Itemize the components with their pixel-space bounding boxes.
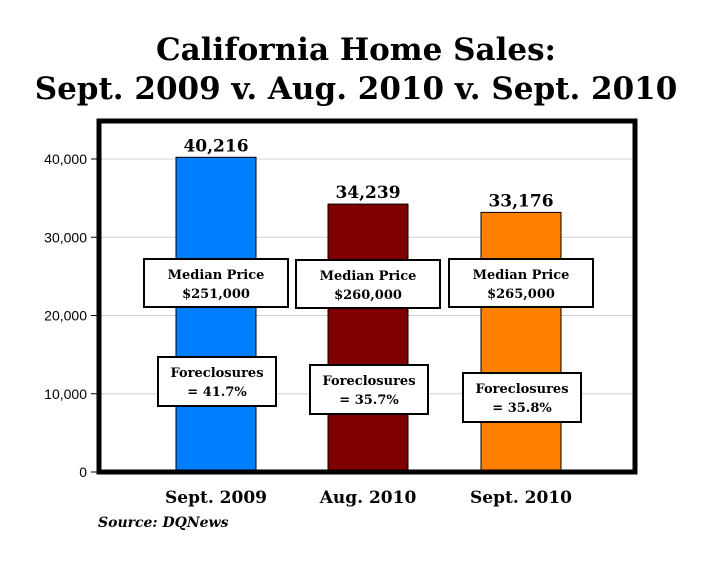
bar-annotations: 40,216 Sept. 2009 Median Price $251,000 Fore… <box>143 136 594 508</box>
chart-title-line-2: Sept. 2009 v. Aug. 2010 v. Sept. 2010 <box>34 71 678 107</box>
median-price-value: $251,000 <box>182 287 250 302</box>
median-price-box: Median Price $265,000 <box>448 258 594 308</box>
y-tick-label: 20,000 <box>44 308 87 324</box>
y-tick-label: 30,000 <box>44 229 87 245</box>
y-tick-label: 0 <box>79 464 87 480</box>
foreclosures-value: = 35.8% <box>492 401 552 416</box>
foreclosures-heading: Foreclosures <box>475 382 568 397</box>
foreclosures-box: Foreclosures = 41.7% <box>157 356 277 407</box>
median-price-heading: Median Price <box>320 269 417 284</box>
y-tick-label: 40,000 <box>44 151 87 167</box>
x-category-label: Sept. 2009 <box>165 488 267 508</box>
median-price-heading: Median Price <box>473 268 570 283</box>
median-price-box: Median Price $260,000 <box>295 259 441 309</box>
foreclosures-box: Foreclosures = 35.7% <box>309 364 429 415</box>
bar-data-label: 33,176 <box>488 191 553 211</box>
x-category-label: Aug. 2010 <box>319 488 417 508</box>
y-axis-ticks: 0 10,000 20,000 30,000 40,000 <box>44 151 99 480</box>
median-price-box-frame <box>143 258 289 308</box>
foreclosures-heading: Foreclosures <box>170 366 263 381</box>
x-category-label: Sept. 2010 <box>470 488 572 508</box>
source-note: Source: DQNews <box>98 515 229 531</box>
median-price-heading: Median Price <box>168 268 265 283</box>
bar <box>480 211 562 473</box>
median-price-value: $260,000 <box>334 288 402 303</box>
bar-data-label: 34,239 <box>335 183 400 203</box>
median-price-value: $265,000 <box>487 287 555 302</box>
bar <box>327 203 409 473</box>
y-tick-label: 10,000 <box>44 386 87 402</box>
foreclosures-box-frame <box>309 364 429 415</box>
foreclosures-value: = 35.7% <box>339 393 399 408</box>
chart-title-line-1: California Home Sales: <box>155 32 556 68</box>
median-price-box: Median Price $251,000 <box>143 258 289 308</box>
foreclosures-heading: Foreclosures <box>322 374 415 389</box>
foreclosures-value: = 41.7% <box>187 385 247 400</box>
plot-frame <box>96 118 638 475</box>
bar-data-label: 40,216 <box>183 136 248 156</box>
median-price-box-frame <box>295 259 441 309</box>
bar <box>175 156 257 473</box>
bars <box>175 156 562 473</box>
foreclosures-box-frame <box>462 372 582 423</box>
median-price-box-frame <box>448 258 594 308</box>
foreclosures-box: Foreclosures = 35.8% <box>462 372 582 423</box>
foreclosures-box-frame <box>157 356 277 407</box>
